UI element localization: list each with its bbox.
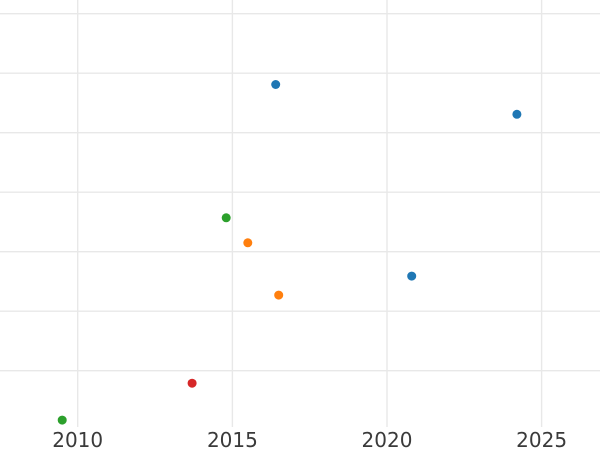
scatter-point-orange [243,238,253,248]
x-tick-label: 2025 [516,428,567,450]
scatter-point-blue [512,109,522,119]
x-tick-label: 2020 [362,428,413,450]
scatter-point-green [221,213,231,223]
scatter-point-orange [274,290,284,300]
scatter-point-red [187,378,197,388]
x-tick-label: 2010 [52,428,103,450]
scatter-point-blue [407,271,417,281]
x-tick-label: 2015 [207,428,258,450]
scatter-point-blue [271,80,281,89]
scatter-point-green [57,415,67,425]
